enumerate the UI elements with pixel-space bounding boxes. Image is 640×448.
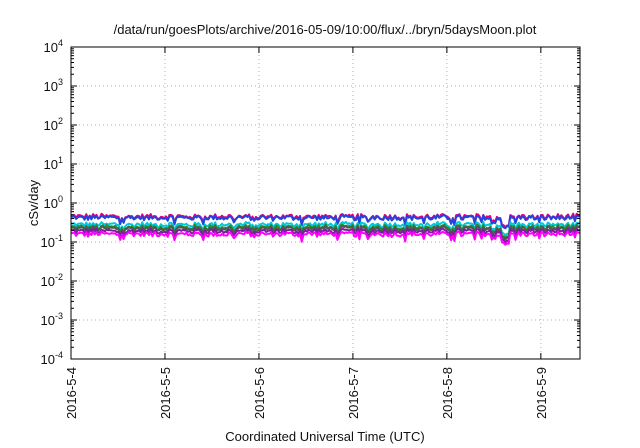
- y-tick-label: 103: [44, 77, 63, 94]
- x-axis: 2016-5-4 2016-5-5 2016-5-6 2016-5-7 2016-5-8…: [64, 47, 549, 419]
- series-layer: [70, 212, 581, 246]
- x-tick-label: 2016-5-7: [346, 367, 361, 419]
- x-tick-label: 2016-5-4: [64, 367, 79, 419]
- y-tick-label: 101: [44, 155, 63, 172]
- x-tick-label: 2016-5-9: [534, 367, 549, 419]
- series-line-3: [70, 220, 581, 237]
- y-tick-label: 100: [44, 194, 63, 211]
- x-axis-label: Coordinated Universal Time (UTC): [225, 429, 424, 444]
- chart-title: /data/run/goesPlots/archive/2016-05-09/1…: [114, 22, 537, 37]
- y-tick-label: 10-1: [41, 233, 63, 250]
- y-tick-label: 102: [44, 116, 63, 133]
- series-line-7: [70, 230, 581, 246]
- y-axis: 10-4 10-3 10-2 10-1 100 101 102 103 104: [41, 38, 580, 367]
- x-tick-label: 2016-5-8: [440, 367, 455, 419]
- y-tick-label: 10-2: [41, 272, 63, 289]
- y-tick-label: 10-3: [41, 311, 63, 328]
- grid: [71, 47, 580, 359]
- y-tick-label: 104: [44, 38, 63, 55]
- x-tick-label: 2016-5-6: [252, 367, 267, 419]
- y-axis-label: cSv/day: [26, 179, 41, 226]
- y-tick-label: 10-4: [41, 350, 63, 367]
- series-line-2: [70, 214, 581, 230]
- x-tick-label: 2016-5-5: [158, 367, 173, 419]
